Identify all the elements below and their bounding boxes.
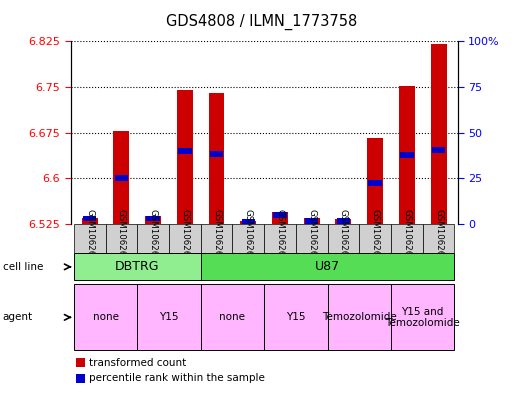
Text: Y15: Y15 [159, 312, 179, 322]
Bar [241, 221, 256, 224]
Bar [177, 90, 193, 224]
Bar [335, 219, 351, 224]
Bar [137, 224, 169, 253]
Text: percentile rank within the sample: percentile rank within the sample [89, 373, 265, 384]
Bar [368, 180, 382, 186]
Bar [82, 218, 98, 224]
Text: GSM1062690: GSM1062690 [212, 209, 221, 267]
Bar [146, 216, 160, 221]
Text: Y15 and
Temozolomide: Y15 and Temozolomide [385, 307, 460, 328]
Bar [201, 285, 264, 351]
Text: GSM1062694: GSM1062694 [276, 209, 285, 267]
Text: Temozolomide: Temozolomide [322, 312, 396, 322]
Text: GSM1062691: GSM1062691 [244, 209, 253, 267]
Text: DBTRG: DBTRG [115, 260, 160, 274]
Text: transformed count: transformed count [89, 358, 187, 368]
Bar [264, 224, 296, 253]
Bar [367, 138, 383, 224]
Bar [423, 224, 454, 253]
Text: GSM1062695: GSM1062695 [307, 209, 316, 267]
Bar [209, 93, 224, 224]
Bar [304, 218, 320, 224]
Bar [115, 175, 128, 181]
Bar [201, 253, 454, 281]
Bar [359, 224, 391, 253]
Bar [273, 212, 287, 218]
Bar [296, 224, 327, 253]
Bar [391, 224, 423, 253]
Bar [145, 216, 161, 224]
Bar [74, 224, 106, 253]
Bar [264, 285, 327, 351]
Text: GDS4808 / ILMN_1773758: GDS4808 / ILMN_1773758 [166, 14, 357, 30]
Bar [178, 148, 191, 154]
Bar [169, 224, 201, 253]
Text: none: none [219, 312, 245, 322]
Bar [432, 147, 445, 152]
Bar [337, 218, 350, 224]
Text: GSM1062686: GSM1062686 [85, 209, 94, 268]
Text: none: none [93, 312, 119, 322]
Text: cell line: cell line [3, 262, 43, 272]
Bar [210, 151, 223, 157]
Text: GSM1062692: GSM1062692 [339, 209, 348, 267]
Bar [305, 218, 319, 224]
Bar [272, 212, 288, 224]
Text: GSM1062687: GSM1062687 [117, 209, 126, 268]
Bar [391, 285, 454, 351]
Bar [137, 285, 201, 351]
Bar [327, 285, 391, 351]
Text: U87: U87 [315, 260, 340, 274]
Text: GSM1062697: GSM1062697 [434, 209, 443, 267]
Text: agent: agent [3, 312, 33, 322]
Bar [399, 86, 415, 224]
Bar [400, 152, 414, 158]
Bar [74, 285, 137, 351]
Bar [113, 131, 129, 224]
Bar [83, 216, 96, 221]
Bar [106, 224, 137, 253]
Bar [430, 44, 447, 224]
Bar [232, 224, 264, 253]
Text: GSM1062689: GSM1062689 [180, 209, 189, 267]
Bar [327, 224, 359, 253]
Text: Y15: Y15 [286, 312, 305, 322]
Bar [201, 224, 232, 253]
Bar [242, 219, 255, 225]
Text: GSM1062696: GSM1062696 [402, 209, 412, 267]
Text: GSM1062693: GSM1062693 [371, 209, 380, 267]
Bar [74, 253, 201, 281]
Text: GSM1062688: GSM1062688 [149, 209, 157, 268]
